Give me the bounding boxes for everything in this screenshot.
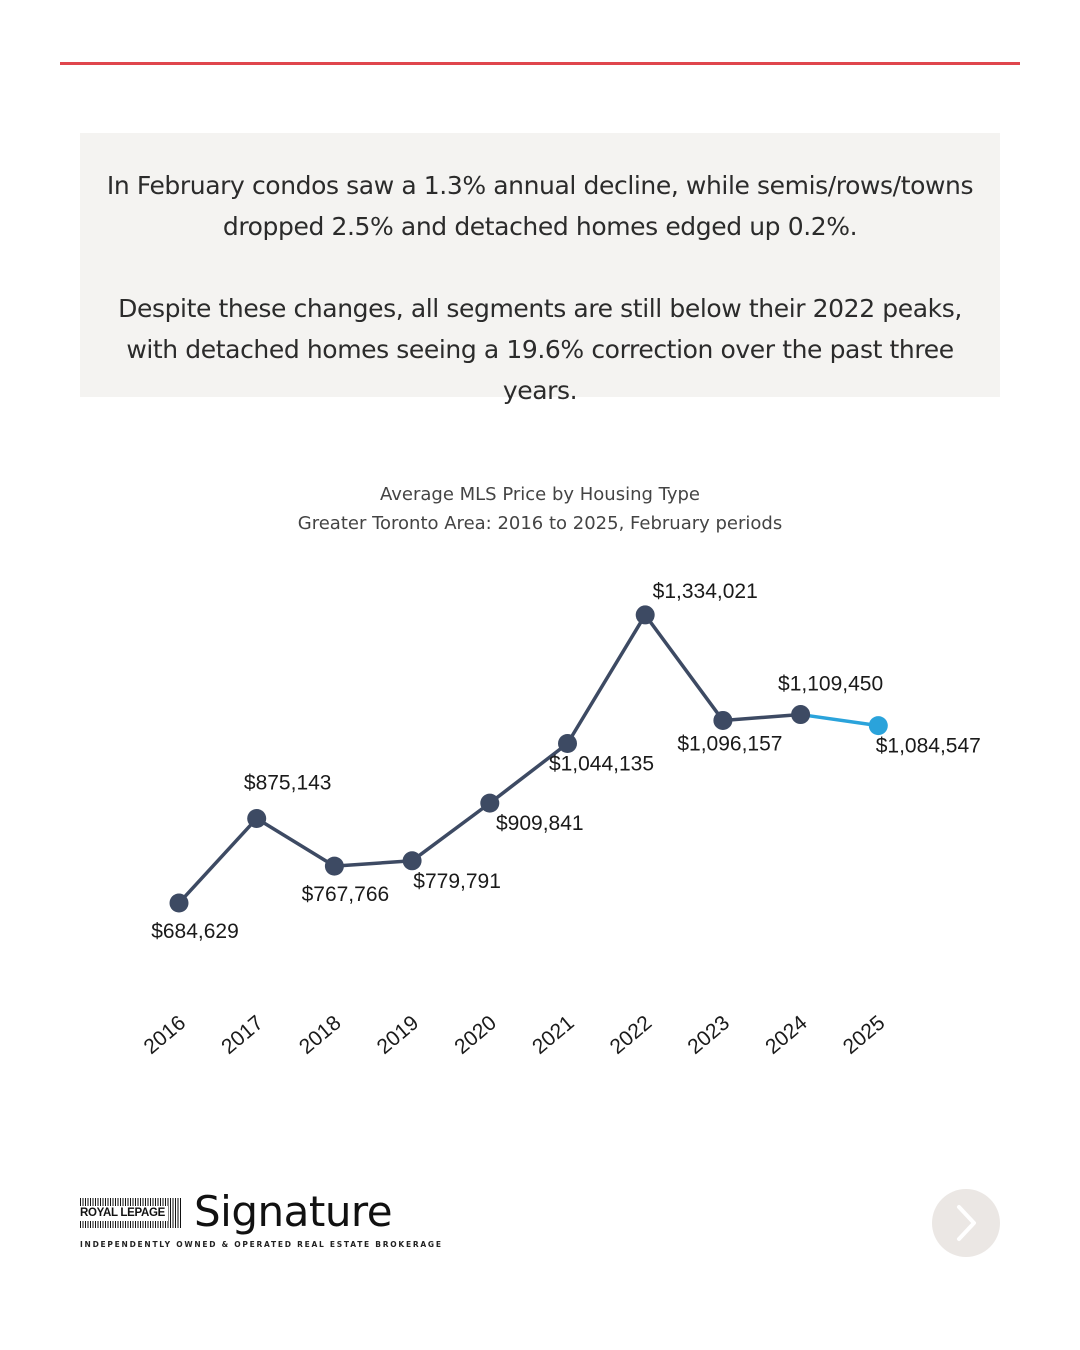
brokerage-name: Signature [194, 1187, 393, 1236]
data-label-2018: $767,766 [302, 883, 390, 906]
x-tick-label-2019: 2019 [373, 1011, 424, 1059]
x-tick-label-2021: 2021 [528, 1011, 579, 1059]
x-tick-label-2018: 2018 [295, 1011, 346, 1059]
callout-paragraph-1: In February condos saw a 1.3% annual dec… [106, 171, 974, 241]
x-tick-label-2024: 2024 [761, 1011, 812, 1059]
data-point-2024 [791, 705, 811, 725]
data-point-2025 [868, 716, 888, 736]
x-tick-label-2020: 2020 [450, 1011, 501, 1059]
chart-title: Average MLS Price by Housing Type [379, 484, 700, 505]
data-label-2025: $1,084,547 [876, 735, 981, 758]
x-tick-label-2022: 2022 [606, 1011, 657, 1059]
x-tick-label-2025: 2025 [839, 1011, 890, 1059]
series-line-latest-segment [800, 712, 879, 728]
data-label-2020: $909,841 [496, 812, 584, 835]
data-label-2019: $779,791 [413, 870, 501, 893]
data-point-2021 [558, 734, 577, 754]
brand-logo: ROYAL LEPAGE Signature INDEPENDENTLY OWN… [80, 1187, 441, 1255]
data-point-2023 [713, 710, 733, 730]
royal-lepage-mark: ROYAL LEPAGE [80, 1198, 182, 1228]
top-accent-rule [60, 62, 1020, 65]
data-point-2017 [247, 808, 267, 828]
price-line-chart: $684,629 $875,143 $767,766 $779,791 $909,841… [140, 580, 981, 1059]
summary-callout: In February condos saw a 1.3% annual dec… [80, 133, 1000, 405]
data-label-2022: $1,334,021 [653, 580, 758, 603]
next-button[interactable] [932, 1189, 1000, 1257]
data-label-2021: $1,044,135 [549, 753, 654, 776]
brokerage-tagline: INDEPENDENTLY OWNED & OPERATED REAL ESTA… [80, 1240, 443, 1249]
chevron-right-icon [957, 1205, 976, 1241]
data-label-2024: $1,109,450 [778, 673, 883, 696]
data-point-2016 [169, 893, 189, 913]
callout-paragraph-2: Despite these changes, all segments are … [118, 294, 962, 405]
data-point-2022 [635, 605, 655, 625]
data-point-2020 [480, 793, 500, 813]
data-label-2017: $875,143 [244, 771, 332, 794]
data-point-2019 [402, 851, 422, 871]
data-label-2016: $684,629 [151, 920, 239, 943]
chart-subtitle: Greater Toronto Area: 2016 to 2025, Febr… [297, 513, 783, 534]
data-label-2023: $1,096,157 [677, 732, 782, 755]
x-tick-label-2023: 2023 [683, 1011, 734, 1059]
series-line [177, 613, 801, 905]
x-tick-label-2017: 2017 [217, 1011, 268, 1059]
brand-name: ROYAL LEPAGE [80, 1206, 169, 1221]
x-tick-label-2016: 2016 [140, 1011, 191, 1059]
data-point-2018 [324, 856, 344, 876]
